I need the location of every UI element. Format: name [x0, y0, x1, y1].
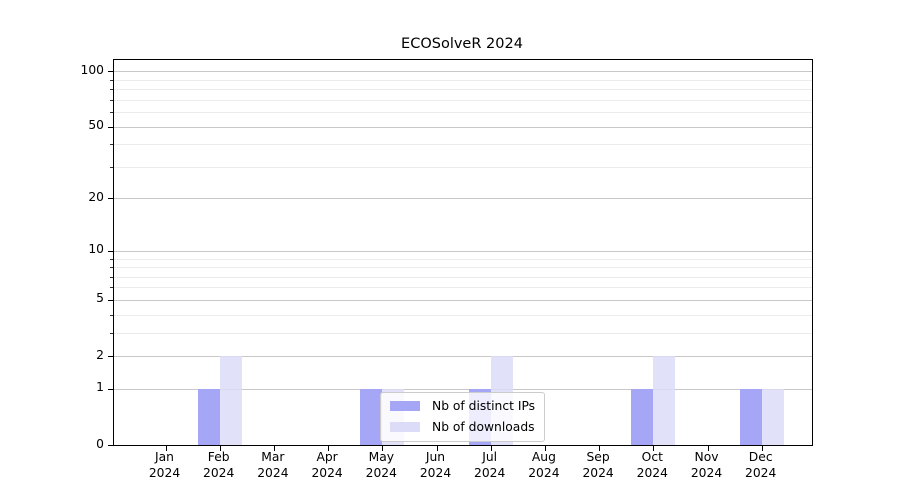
gridline-minor-60: [114, 112, 812, 114]
gridline-major-10: [114, 250, 812, 252]
x-tick-label-sep: Sep 2024: [582, 450, 614, 480]
y-tick-mark-20: [108, 198, 113, 200]
x-tick-label-dec: Dec 2024: [745, 450, 777, 480]
x-tick-mark-may: [382, 446, 384, 451]
y-tick-label-10: 10: [88, 242, 104, 257]
bar-nb-of-downloads-oct: [653, 356, 676, 445]
legend-label-downloads: Nb of downloads: [432, 420, 535, 434]
gridline-minor-40: [114, 144, 812, 146]
gridline-minor-30: [114, 166, 812, 168]
x-tick-label-feb: Feb 2024: [203, 450, 235, 480]
gridline-minor-70: [114, 99, 812, 101]
y-minor-tick-mark-80: [110, 89, 113, 91]
gridline-major-2: [114, 356, 812, 357]
bar-nb-of-downloads-dec: [761, 388, 784, 445]
y-minor-tick-mark-40: [110, 144, 113, 146]
y-minor-tick-mark-6: [110, 287, 113, 289]
y-minor-tick-mark-60: [110, 112, 113, 114]
gridline-minor-80: [114, 89, 812, 91]
y-tick-label-5: 5: [96, 291, 104, 306]
x-tick-mark-mar: [273, 446, 275, 451]
bar-nb-of-distinct-ips-oct: [631, 388, 654, 445]
legend-swatch-downloads-icon: [390, 422, 420, 432]
y-minor-tick-mark-4: [110, 314, 113, 316]
plot-area: Nb of distinct IPs Nb of downloads: [108, 59, 813, 451]
y-minor-tick-mark-7: [110, 276, 113, 278]
y-tick-mark-100: [108, 71, 113, 73]
y-minor-tick-mark-3: [110, 332, 113, 334]
y-minor-tick-mark-90: [110, 79, 113, 81]
gridline-major-20: [114, 198, 812, 200]
y-tick-mark-5: [108, 299, 113, 301]
gridline-major-50: [114, 126, 812, 128]
gridline-minor-4: [114, 314, 812, 316]
y-tick-label-2: 2: [96, 347, 104, 362]
gridline-major-100: [114, 71, 812, 73]
x-tick-label-jun: Jun 2024: [419, 450, 452, 480]
x-axis-tick-labels: Jan 2024 Feb 2024 Mar 2024 Apr 2024 May 2024…: [113, 450, 811, 490]
x-tick-mark-nov: [707, 446, 709, 451]
gridline-minor-6: [114, 287, 812, 289]
y-tick-mark-2: [108, 356, 113, 357]
bar-nb-of-distinct-ips-dec: [739, 388, 762, 445]
x-tick-mark-aug: [544, 446, 546, 451]
y-minor-tick-mark-9: [110, 258, 113, 260]
y-tick-label-20: 20: [88, 189, 104, 204]
bar-nb-of-distinct-ips-may: [360, 388, 383, 445]
x-tick-label-mar: Mar 2024: [257, 450, 289, 480]
y-axis-tick-labels: 0 1 2 5 10 20 50 100: [0, 59, 104, 451]
y-tick-label-50: 50: [88, 118, 104, 133]
x-tick-mark-jan: [165, 446, 167, 451]
y-minor-tick-mark-8: [110, 267, 113, 268]
y-tick-label-0: 0: [96, 436, 104, 451]
y-tick-mark-0: [108, 445, 113, 446]
x-tick-label-jan: Jan 2024: [148, 450, 181, 480]
x-tick-mark-sep: [599, 446, 601, 451]
legend: Nb of distinct IPs Nb of downloads: [380, 392, 546, 442]
bar-nb-of-downloads-feb: [219, 356, 242, 445]
x-tick-mark-dec: [761, 446, 763, 451]
y-tick-mark-10: [108, 250, 113, 252]
gridline-minor-9: [114, 258, 812, 260]
y-minor-tick-mark-70: [110, 99, 113, 101]
y-minor-tick-mark-30: [110, 166, 113, 168]
y-tick-mark-1: [108, 388, 113, 390]
bar-nb-of-distinct-ips-feb: [197, 388, 220, 445]
x-tick-mark-apr: [328, 446, 330, 451]
y-tick-label-100: 100: [80, 62, 104, 77]
y-tick-mark-50: [108, 126, 113, 128]
legend-item-distinct-ips: Nb of distinct IPs: [390, 399, 535, 413]
x-tick-mark-oct: [653, 446, 655, 451]
gridline-major-5: [114, 299, 812, 301]
gridline-minor-3: [114, 332, 812, 334]
x-tick-label-may: May 2024: [365, 450, 397, 480]
legend-item-downloads: Nb of downloads: [390, 420, 535, 434]
x-tick-label-oct: Oct 2024: [636, 450, 668, 480]
gridline-minor-90: [114, 79, 812, 81]
x-tick-label-aug: Aug 2024: [528, 450, 560, 480]
x-tick-label-jul: Jul 2024: [474, 450, 506, 480]
x-tick-mark-jul: [490, 446, 492, 451]
gridline-major-1: [114, 388, 812, 390]
chart-title: ECOSolveR 2024: [401, 36, 523, 52]
x-tick-label-nov: Nov 2024: [690, 450, 723, 480]
x-tick-mark-jun: [436, 446, 438, 451]
legend-label-distinct-ips: Nb of distinct IPs: [432, 399, 536, 413]
gridline-minor-7: [114, 276, 812, 278]
x-tick-mark-feb: [219, 446, 221, 451]
gridline-minor-8: [114, 267, 812, 268]
y-tick-label-1: 1: [96, 380, 104, 395]
x-tick-label-apr: Apr 2024: [311, 450, 343, 480]
legend-swatch-distinct-ips-icon: [390, 401, 420, 411]
